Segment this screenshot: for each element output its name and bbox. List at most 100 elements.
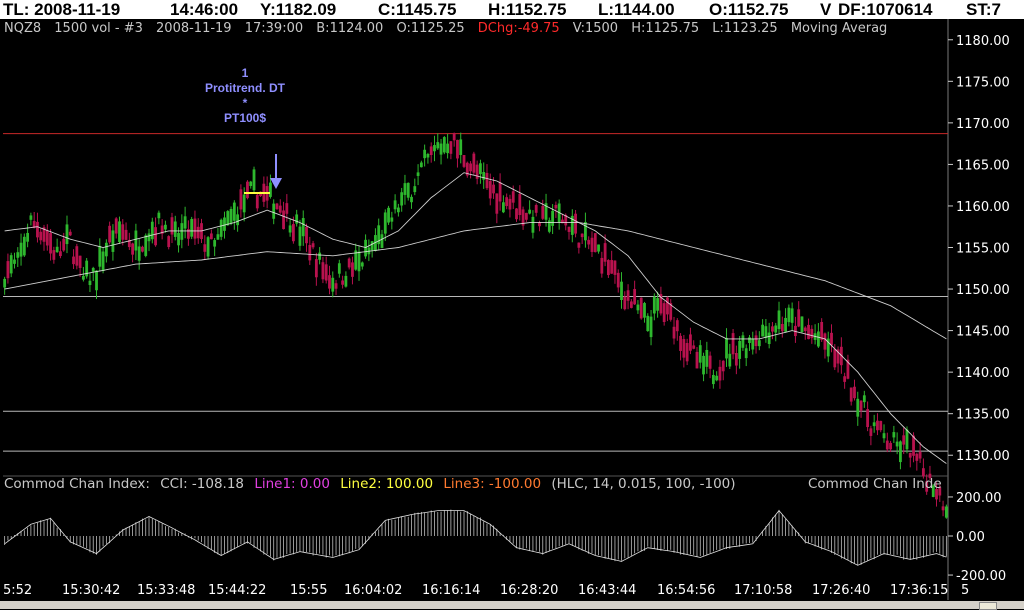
candle-body [13, 259, 16, 264]
candle-body [711, 374, 715, 385]
candle-body [826, 338, 830, 357]
candle-body [912, 435, 915, 456]
candle-body [213, 240, 217, 247]
candle-body [410, 196, 413, 203]
candle-body [597, 244, 600, 252]
candle-body [698, 345, 702, 363]
candle-body [459, 139, 463, 155]
candle-body [98, 245, 102, 267]
candle-body [170, 217, 174, 235]
candle-body [331, 277, 335, 292]
candle-body [62, 238, 66, 251]
candle-body [36, 221, 39, 238]
candle-body [413, 186, 417, 193]
candle-body [6, 261, 10, 279]
candle-body [334, 283, 338, 289]
candle-body [65, 224, 69, 245]
candle-body [692, 345, 696, 349]
price-tick-label: 1155.00 [956, 242, 1010, 257]
candle-body [518, 193, 522, 216]
price-tick-label: 1150.00 [956, 283, 1010, 298]
candle-body [282, 210, 285, 230]
candle-body [131, 243, 135, 255]
candle-body [328, 275, 331, 289]
candle-body [442, 137, 446, 153]
quote-time: 14:46:00 [170, 0, 239, 19]
candle-body [613, 260, 617, 275]
cci-title: Commod Chan Index: [4, 476, 150, 492]
candle-body [239, 189, 243, 210]
candle-body [741, 335, 745, 348]
candle-body [26, 232, 30, 242]
candle-body [134, 230, 138, 251]
candle-body [511, 191, 515, 203]
candle-body [639, 297, 643, 319]
candle-body [101, 251, 105, 271]
candle-body [708, 355, 712, 369]
candle-body [144, 235, 148, 256]
candle-body [436, 142, 440, 149]
candle-body [147, 233, 151, 242]
candle-body [449, 141, 453, 154]
info-dchg: DChg:-49.75 [477, 21, 560, 36]
candle-body [242, 194, 246, 213]
candle-body [846, 359, 850, 379]
candle-body [610, 260, 614, 274]
candle-body [718, 366, 722, 381]
candle-body [866, 409, 870, 428]
candle-body [32, 221, 36, 228]
candle-body [347, 258, 351, 268]
x-tick-label: 15:30:42 [62, 583, 121, 598]
candle-body [656, 298, 660, 311]
candle-body [876, 420, 879, 431]
candle-body [462, 155, 466, 167]
candle-body [475, 164, 479, 179]
horizontal-scrollbar[interactable] [0, 601, 1024, 609]
candle-body [646, 315, 650, 332]
quote-df: DF:1070614 [838, 0, 933, 19]
candle-body [390, 217, 394, 222]
candle-body [278, 205, 282, 213]
x-tick-label: 17:10:58 [734, 583, 793, 598]
candle-body [892, 432, 896, 438]
candle-body [823, 333, 827, 350]
candle-body [944, 506, 948, 518]
candle-body [49, 232, 52, 254]
candle-body [22, 236, 26, 256]
candle-body [787, 307, 791, 323]
x-tick-label: 16:04:02 [344, 583, 403, 598]
candle-body [403, 183, 407, 195]
candle-body [702, 355, 705, 375]
candle-body [488, 181, 492, 199]
quote-high: H:1152.75 [488, 0, 567, 19]
candle-body [501, 202, 505, 213]
info-date: 2008-11-19 [156, 21, 232, 36]
marker-strategy: Protitrend. DT [205, 81, 285, 95]
candle-body [111, 230, 115, 252]
x-tick-label: 17:36:15 [890, 583, 949, 598]
price-tick-label: 1140.00 [956, 366, 1010, 381]
candle-body [298, 226, 302, 246]
candle-body [308, 245, 312, 261]
cci-histogram [4, 509, 947, 566]
candle-body [186, 229, 190, 239]
info-bid: B:1124.00 [316, 21, 384, 36]
candle-body [291, 224, 295, 242]
candle-body [52, 250, 56, 260]
candle-body [810, 328, 814, 339]
marker-star: * [242, 96, 248, 110]
candle-body [223, 217, 226, 231]
candle-body [439, 143, 443, 155]
candle-body [232, 202, 236, 221]
cci-tick-label: -200.00 [956, 569, 1006, 584]
candle-body [114, 218, 118, 234]
trade-marker [244, 154, 282, 194]
candle-body [492, 184, 495, 194]
slow-moving-average [4, 222, 947, 340]
candle-body [196, 226, 200, 239]
candle-body [324, 264, 328, 281]
chart-info-bar: NQZ8 1500 vol - #3 2008-11-19 17:39:00 B… [4, 21, 896, 36]
moving-averages [4, 172, 947, 464]
cci-line2: Line2: 100.00 [340, 476, 434, 492]
